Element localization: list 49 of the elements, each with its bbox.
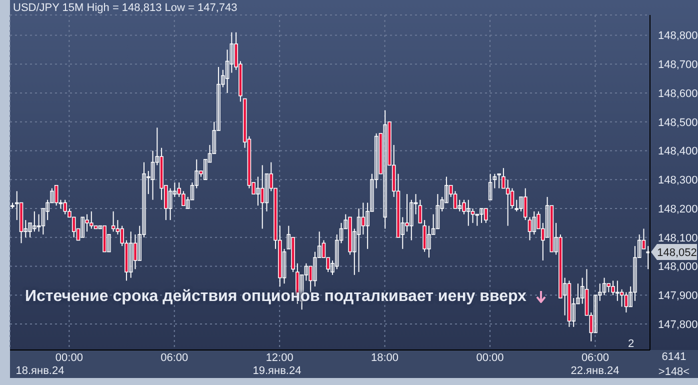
y-tick-label: 147,900 <box>658 290 698 302</box>
candlestick <box>514 199 519 212</box>
text: 18.янв.24 <box>16 365 64 377</box>
text: >148< <box>658 366 690 378</box>
candlestick <box>624 292 628 313</box>
candlestick <box>488 173 492 200</box>
candlestick <box>602 277 606 296</box>
candlestick <box>168 188 172 221</box>
y-tick-label: 148,500 <box>658 116 698 129</box>
text: 6141 <box>662 351 686 363</box>
candlestick <box>492 173 497 189</box>
y-tick-label: 148,000 <box>658 261 698 274</box>
y-tick-label: 148,200 <box>658 203 698 216</box>
candlestick <box>133 234 138 270</box>
x-tick-label: 00:00 <box>476 352 504 364</box>
x-tick-label: 12:00 <box>266 352 294 364</box>
candlestick <box>470 208 475 224</box>
chart-title: USD/JPY 15M High = 148,813 Low = 147,743 <box>13 2 238 14</box>
candlestick <box>466 199 470 226</box>
candlestick <box>620 288 624 308</box>
y-tick-label: 148,300 <box>658 174 698 187</box>
y-tick-label: 148,700 <box>658 59 698 71</box>
candlestick <box>418 199 422 224</box>
candlestick <box>510 188 514 209</box>
candlestick <box>111 210 116 232</box>
candlestick <box>63 199 68 215</box>
candlestick <box>150 150 155 200</box>
y-tick-label: 147,800 <box>658 318 698 331</box>
x-tick-label: 00:00 <box>55 352 83 364</box>
text: 22.янв.24 <box>570 365 620 377</box>
candlestick <box>128 231 133 278</box>
y-tick-label: 148,400 <box>658 146 698 158</box>
y-tick-label: 148,600 <box>658 88 698 100</box>
candlestick <box>528 216 532 241</box>
text: 19.янв.24 <box>252 365 302 377</box>
text: 148,052 <box>657 247 697 259</box>
candlestick <box>80 216 85 238</box>
y-tick-label: 148,100 <box>658 232 698 244</box>
candlestick <box>260 164 264 230</box>
candlestick <box>523 188 528 221</box>
y-tick-label: 148,800 <box>658 30 698 42</box>
x-tick-label: 06:00 <box>581 352 609 364</box>
candlestick <box>54 184 58 206</box>
candlestick <box>506 179 510 226</box>
annotation: 2 <box>628 338 634 350</box>
x-tick-label: 06:00 <box>160 352 188 364</box>
candlestick <box>356 208 361 273</box>
x-tick-label: 18:00 <box>371 352 399 364</box>
candlestick <box>264 173 269 212</box>
